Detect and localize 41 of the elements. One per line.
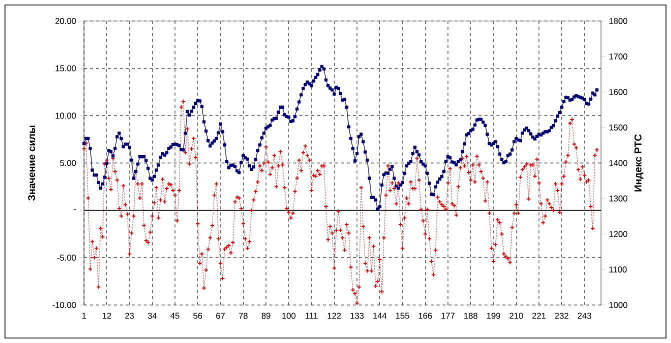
y-tick-label: -5.00 bbox=[57, 254, 76, 261]
x-tick-label: 243 bbox=[578, 312, 592, 319]
x-tick-label: 221 bbox=[532, 312, 546, 319]
x-tick-label: 210 bbox=[510, 312, 523, 319]
x-tick-label: 12 bbox=[102, 312, 112, 319]
y2-tick-label: 1100 bbox=[609, 266, 627, 272]
y-tick-label: - bbox=[74, 209, 76, 210]
y2-tick-label: 1200 bbox=[609, 231, 628, 237]
x-tick-label: 166 bbox=[418, 312, 432, 319]
y2-tick-label: 1400 bbox=[609, 160, 628, 166]
x-tick-label: 45 bbox=[170, 312, 180, 319]
x-tick-label: 232 bbox=[555, 312, 568, 319]
x-tick-label: 78 bbox=[238, 312, 248, 319]
x-tick-label: 67 bbox=[216, 312, 225, 319]
y2-tick-label: 1600 bbox=[609, 89, 628, 95]
x-tick-label: 111 bbox=[306, 312, 318, 319]
x-tick-label: 89 bbox=[262, 312, 270, 319]
x-tick-label: 122 bbox=[328, 312, 341, 319]
y-tick-label: 5.00 bbox=[60, 160, 76, 166]
x-tick-label: 1 bbox=[82, 312, 86, 319]
y2-tick-label: 1500 bbox=[609, 124, 628, 130]
y-tick-label: 20.00 bbox=[55, 18, 76, 24]
x-tick-label: 23 bbox=[125, 312, 134, 319]
y-tick-label: -10.00 bbox=[52, 302, 76, 308]
x-tick-label: 100 bbox=[282, 312, 296, 319]
x-tick-label: 34 bbox=[148, 312, 157, 319]
y-axis-title: Значение силы bbox=[28, 126, 36, 201]
y2-tick-label: 1700 bbox=[609, 54, 628, 60]
y2-tick-label: 1000 bbox=[609, 302, 628, 308]
x-tick-label: 177 bbox=[442, 312, 455, 319]
y-tick-label: 10.00 bbox=[56, 112, 76, 119]
x-tick-label: 199 bbox=[487, 312, 500, 319]
y2-tick-label: 1300 bbox=[609, 196, 628, 202]
x-tick-label: 188 bbox=[464, 312, 478, 319]
y2-axis-title: Индекс РТС bbox=[634, 134, 644, 192]
x-tick-label: 144 bbox=[373, 312, 387, 319]
x-tick-label: 56 bbox=[193, 312, 202, 319]
x-tick-label: 133 bbox=[350, 312, 364, 319]
x-tick-label: 155 bbox=[396, 312, 410, 319]
y-tick-label: 15.00 bbox=[56, 65, 76, 72]
y2-tick-label: 1800 bbox=[609, 18, 628, 24]
